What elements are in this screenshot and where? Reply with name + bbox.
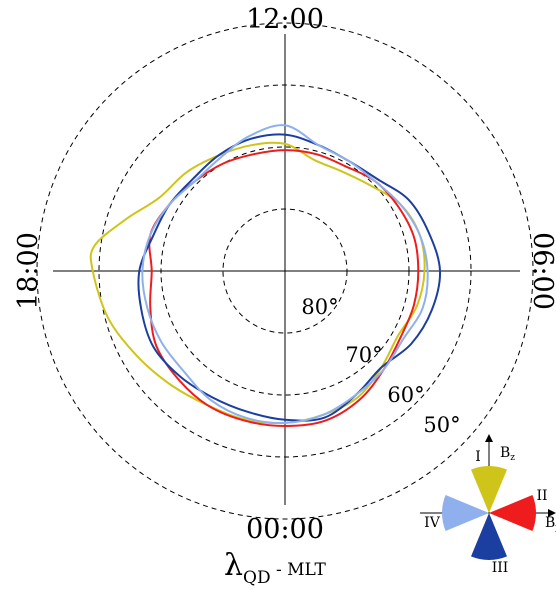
lat-label-60: 60° (387, 383, 424, 407)
x-axis-label: λQD - MLT (224, 548, 326, 588)
legend-by-letter: B (545, 515, 555, 531)
legend-by-sub: y (554, 523, 556, 533)
boundary-sector-IV (141, 124, 429, 424)
legend-sector-III-label: III (492, 560, 509, 576)
lat-circle-50 (36, 22, 534, 520)
legend-wedge-I (471, 466, 507, 513)
x-axis-label-main: λ (224, 548, 243, 583)
imf-sector-legend: Bz By I II III IV (420, 434, 556, 576)
legend-by-label: By (545, 515, 556, 533)
legend-bz-sub: z (510, 453, 515, 463)
lat-label-70: 70° (345, 343, 382, 367)
lat-label-80: 80° (301, 295, 338, 319)
oval-boundaries (89, 124, 442, 427)
legend-sector-IV-label: IV (424, 515, 441, 531)
boundary-sector-III (137, 133, 442, 422)
lat-label-50: 50° (423, 413, 460, 437)
legend-bz-letter: B (500, 445, 510, 461)
x-axis-label-sub: QD (243, 568, 271, 588)
legend-wedge-III (471, 513, 507, 560)
mlt-label-06: 06:00 (527, 232, 556, 310)
x-axis-label-suffix: - MLT (271, 560, 327, 580)
legend-sector-I-label: I (475, 449, 481, 465)
legend-by-arrow (548, 509, 556, 517)
legend-bz-arrow (485, 434, 493, 442)
mlt-label-12: 12:00 (246, 4, 324, 35)
mlt-label-18: 18:00 (13, 232, 44, 310)
legend-wedge-IV (442, 495, 489, 531)
legend-wedge-II (489, 495, 536, 531)
mlt-label-00: 00:00 (246, 514, 324, 545)
legend-wedges (442, 466, 536, 560)
legend-bz-label: Bz (500, 445, 515, 463)
legend-sector-II-label: II (536, 488, 547, 504)
